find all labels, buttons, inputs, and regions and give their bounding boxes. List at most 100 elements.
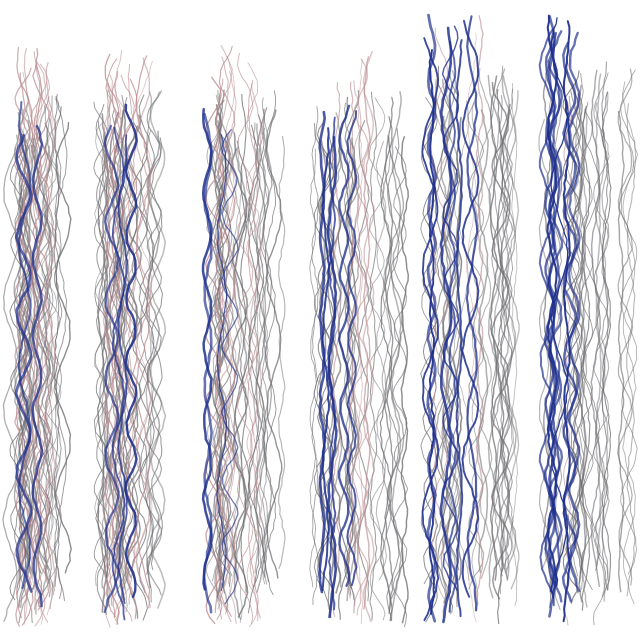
blue-strand — [117, 134, 129, 604]
gray-strand — [471, 100, 480, 612]
gray-strand — [501, 68, 517, 574]
pink-strand — [362, 50, 375, 623]
gray-strand — [369, 91, 378, 621]
gray-strand — [505, 90, 520, 590]
blue-strand — [567, 31, 581, 593]
gray-strand — [34, 133, 52, 615]
gray-strand — [42, 118, 54, 570]
blue-strand — [201, 108, 213, 591]
pink-strand — [34, 63, 51, 623]
gray-strand — [504, 88, 514, 570]
pink-strand — [236, 53, 254, 624]
gray-strand — [392, 146, 409, 628]
gray-strand — [582, 101, 601, 571]
gray-strand — [2, 134, 19, 622]
gray-strand — [232, 132, 248, 620]
gray-strand — [455, 116, 463, 581]
gray-strand — [400, 136, 410, 624]
blue-strand — [111, 126, 126, 621]
pink-strand — [353, 58, 369, 607]
pink-strand — [106, 82, 116, 618]
pink-strand — [331, 81, 341, 618]
gray-strand — [489, 75, 499, 581]
gray-strand — [384, 96, 394, 615]
gray-strand — [264, 90, 277, 596]
gray-strand — [617, 111, 625, 593]
gray-strand — [487, 74, 502, 599]
gray-strand — [150, 137, 164, 571]
gray-strand — [14, 147, 22, 599]
pink-strand — [218, 45, 236, 617]
gray-strand — [149, 91, 167, 609]
pink-strand — [356, 59, 364, 625]
pink-strand — [20, 71, 29, 625]
gray-strand — [386, 128, 400, 622]
gray-strand — [40, 148, 58, 582]
gray-strand — [44, 96, 55, 596]
blue-strand — [421, 37, 440, 622]
gray-strand — [54, 122, 72, 574]
blue-strand — [346, 110, 358, 587]
gray-strand — [511, 82, 518, 606]
blue-strand — [546, 14, 559, 587]
gray-strand — [617, 68, 634, 586]
gray-strand — [222, 130, 234, 594]
pink-strand — [30, 61, 47, 627]
pink-strand — [247, 80, 259, 622]
blue-strand — [426, 13, 438, 623]
gray-strand — [375, 141, 387, 581]
blue-strand — [465, 15, 479, 612]
pink-strand — [135, 61, 154, 608]
gray-strand — [580, 105, 591, 611]
pink-strand — [249, 83, 263, 619]
blue-strand — [455, 39, 464, 618]
blue-strand — [551, 31, 561, 599]
gray-strand — [224, 131, 242, 577]
pink-strand — [475, 15, 484, 605]
pink-strand — [127, 63, 137, 605]
gray-strand — [258, 127, 269, 585]
gray-strand — [118, 95, 126, 601]
gray-strand — [601, 91, 612, 591]
gray-strand — [626, 103, 636, 597]
gray-strand — [309, 148, 317, 588]
gray-strand — [217, 89, 225, 589]
gray-strand — [501, 75, 511, 581]
blue-strand — [337, 104, 351, 587]
pink-strand — [227, 70, 237, 625]
blue-strand — [547, 30, 564, 603]
gray-strand — [622, 81, 637, 605]
blue-strand — [321, 127, 331, 592]
blue-strand — [124, 103, 138, 598]
gray-strand — [254, 108, 266, 578]
blue-strand — [461, 19, 480, 598]
gray-strand — [329, 112, 343, 588]
pink-strand — [434, 27, 449, 599]
blue-strand — [17, 100, 32, 590]
pink-strand — [135, 55, 151, 609]
gray-strand — [146, 130, 161, 589]
gray-strand — [490, 81, 510, 600]
gray-strand — [95, 103, 108, 616]
blue-strand — [31, 124, 44, 608]
pink-strand — [245, 62, 259, 627]
gray-strand — [592, 72, 610, 626]
gray-strand — [492, 95, 503, 595]
gray-strand — [53, 94, 60, 587]
gray-strand — [590, 69, 601, 587]
blue-strand — [220, 129, 239, 605]
gray-strand — [581, 108, 588, 608]
gray-strand — [53, 96, 68, 602]
gray-strand — [113, 110, 125, 586]
blue-strand — [326, 135, 338, 619]
gray-strand — [387, 136, 405, 612]
gray-strand — [390, 91, 402, 621]
gray-strand — [94, 123, 109, 587]
pink-strand — [32, 63, 50, 611]
gray-strand — [97, 120, 109, 578]
pink-strand — [44, 80, 54, 616]
gray-strand — [452, 100, 470, 582]
gray-strand — [496, 89, 505, 625]
